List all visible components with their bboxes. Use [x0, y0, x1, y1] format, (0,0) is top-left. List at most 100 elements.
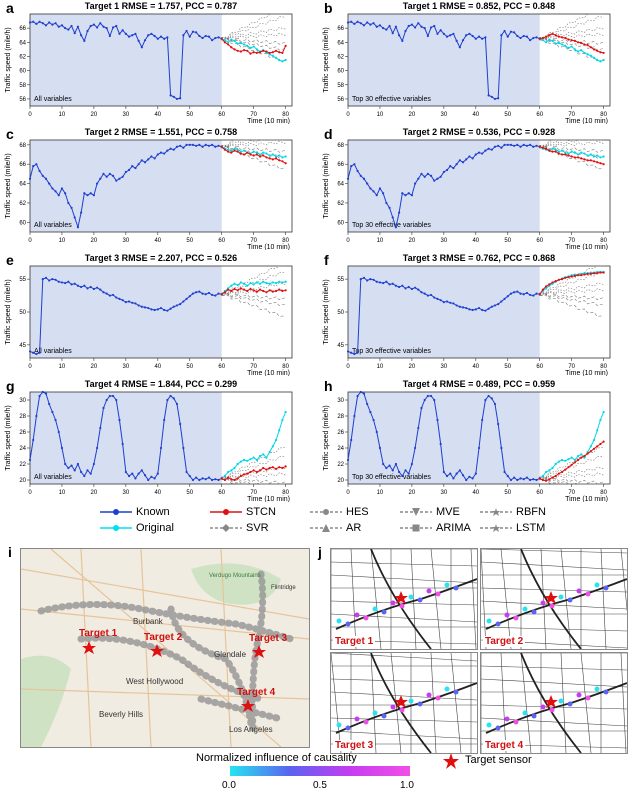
known-point [207, 144, 211, 147]
known-point [503, 297, 506, 300]
known-point [195, 31, 198, 34]
known-point [477, 35, 481, 38]
baseline-series [221, 139, 286, 148]
known-point [163, 308, 166, 312]
known-point [362, 392, 366, 395]
known-point [35, 163, 38, 166]
sensor-marker [444, 582, 450, 588]
known-point [185, 297, 188, 300]
stcn-point [544, 35, 548, 38]
known-point [28, 458, 32, 462]
known-point [166, 149, 169, 152]
legend-swatch-mve [400, 508, 432, 517]
stcn-point [239, 152, 242, 155]
sensor-marker [531, 609, 537, 615]
known-point [398, 211, 401, 214]
x-axis-label: Time (10 min) [565, 370, 608, 376]
stcn-point [573, 274, 576, 277]
known-point [503, 143, 506, 146]
y-tick-label: 62 [19, 54, 26, 60]
known-point [73, 216, 76, 219]
panel-note: All variables [34, 222, 72, 229]
known-point [211, 293, 214, 297]
known-point [118, 177, 121, 180]
known-point [163, 418, 166, 422]
known-region-shade [30, 14, 222, 106]
x-tick-label: 60 [218, 364, 225, 370]
y-tick-label: 60 [337, 220, 344, 226]
known-point [487, 307, 490, 310]
legend-swatch-original [100, 525, 132, 532]
known-point [188, 474, 191, 478]
x-tick-label: 70 [250, 238, 257, 244]
known-point [134, 32, 137, 35]
original-point [564, 44, 567, 47]
colorbar [230, 766, 410, 776]
panel-label-h: h [324, 378, 333, 394]
panel-title-b: Target 1 RMSE = 0.852, PCC = 0.848 [402, 1, 556, 11]
known-point [449, 34, 452, 37]
x-tick-label: 30 [123, 490, 130, 496]
original-point [246, 44, 249, 47]
target-star-icon [544, 695, 558, 708]
baseline-series [539, 147, 604, 170]
known-point [461, 474, 465, 477]
map-target-1-label: Target 1 [79, 628, 118, 639]
known-point [121, 442, 124, 446]
stcn-point [258, 469, 262, 472]
y-tick-label: 60 [337, 69, 344, 75]
original-point [580, 48, 583, 52]
legend-item-known: Known [100, 506, 170, 518]
original-point [592, 438, 596, 442]
original-point [284, 410, 287, 414]
known-point [51, 278, 54, 281]
known-point [195, 144, 198, 147]
x-tick-label: 10 [59, 364, 66, 370]
known-point [140, 305, 143, 308]
known-point [506, 295, 509, 298]
known-point [159, 35, 163, 38]
known-point [207, 291, 211, 295]
known-point [513, 31, 516, 34]
known-point [452, 32, 455, 35]
original-point [602, 58, 605, 62]
known-point [76, 284, 80, 287]
map-overview-svg: Burbank Glendale West Hollywood Beverly … [21, 549, 309, 747]
known-point [99, 22, 102, 25]
known-point [481, 152, 484, 155]
map-place-flintridge: Flintridge [271, 585, 296, 591]
x-tick-label: 10 [59, 490, 66, 496]
known-point [394, 462, 398, 466]
known-point [353, 352, 356, 356]
chart-d: 60 62 64 66 68 0 10 20 30 40 50 60 70 80 Traffic speed… [323, 139, 611, 250]
street-map-target-label: Target 1 [333, 636, 376, 647]
known-point [67, 201, 70, 205]
stcn-point [226, 150, 230, 153]
known-point [350, 438, 353, 442]
known-point [465, 478, 468, 482]
sensor-marker [336, 618, 342, 624]
stcn-point [252, 51, 255, 54]
known-point [179, 144, 182, 147]
stcn-point [564, 153, 567, 156]
baseline-series [539, 282, 604, 295]
stcn-point [589, 272, 592, 275]
known-point [156, 153, 159, 156]
known-point [105, 398, 108, 402]
known-point [153, 308, 156, 312]
panel-label-b: b [324, 0, 333, 16]
sensor-marker [426, 692, 432, 698]
known-point [64, 192, 67, 195]
known-point [198, 34, 201, 38]
known-point [48, 182, 51, 185]
legend-label: Known [136, 506, 170, 518]
legend-label: SVR [246, 522, 269, 534]
known-point [519, 292, 522, 295]
original-point [278, 280, 281, 283]
known-point [185, 470, 188, 474]
sensor-marker [336, 722, 342, 728]
known-point [188, 143, 191, 146]
stcn-point [265, 468, 268, 471]
known-point [532, 145, 535, 148]
known-point [429, 26, 433, 29]
